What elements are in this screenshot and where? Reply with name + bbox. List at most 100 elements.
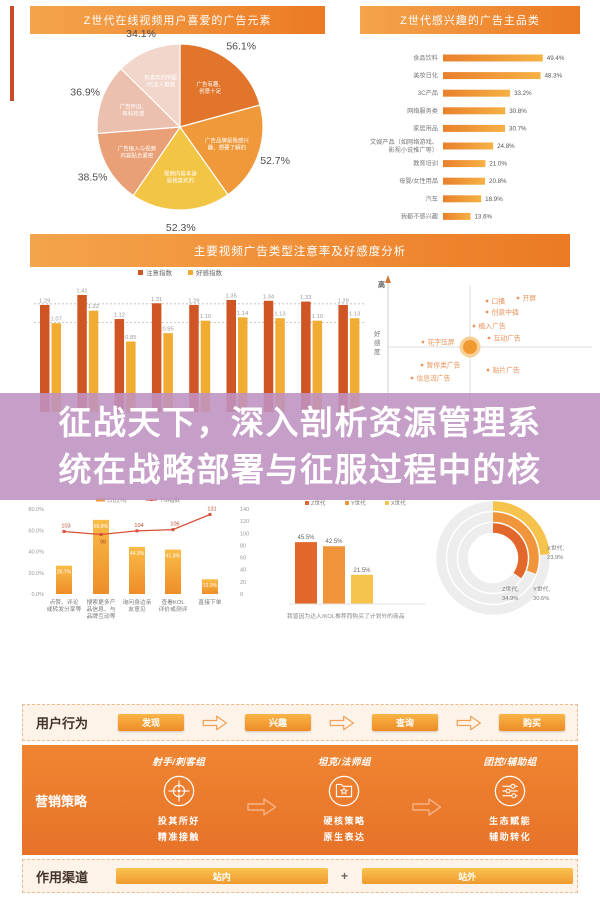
value-label: 1.31 (151, 297, 162, 303)
arrow-right-icon (246, 798, 276, 816)
marketing-group-line: 精准接触 (157, 832, 200, 842)
category-label: 点赞、评论 (50, 598, 79, 606)
arrow-right-icon (412, 798, 442, 816)
category-label: 汽车 (426, 195, 438, 203)
donut-label: X世代, (547, 544, 564, 552)
donut-arc (492, 523, 528, 579)
donut-chart: X世代, 23.9% Y世代, 30.6% Z世代, 34.9% (436, 501, 564, 615)
right-tick: 100 (240, 531, 249, 537)
category-label: 品牌互动等 (87, 612, 116, 620)
pie-slice-label: 趣、想要了解的 (208, 143, 247, 151)
scatter-point (486, 368, 490, 372)
value-label: 1.10 (200, 314, 211, 320)
marketing-groups: 射手/刺客组 投其所好 精准接触 坦克/法师组 硬核策略 原生表达 团控/辅助组 生态赋能 辅助… (111, 754, 578, 846)
pie-slice-label: 有喜欢的明星 (144, 74, 178, 82)
left-tick: 40.0% (28, 550, 44, 556)
bar (301, 301, 311, 412)
plus-sign: + (340, 869, 348, 883)
scatter-point (420, 363, 424, 367)
y-axis-title: 好 (374, 329, 381, 338)
marketing-group: 射手/刺客组 投其所好 精准接触 (123, 754, 235, 846)
category-label: 美妆日化 (413, 72, 438, 80)
left-tick: 80.0% (28, 507, 44, 513)
bar (338, 304, 348, 412)
marketing-group: 坦克/法师组 硬核策略 原生表达 (288, 754, 400, 846)
category-label: 询问身边亲 (123, 598, 152, 606)
bar (200, 320, 211, 412)
banner-top-left-title: Z世代在线视频用户喜爱的广告元素 (83, 15, 272, 27)
legend-label: Z世代 (311, 499, 326, 507)
donut-arc (492, 501, 550, 555)
scatter-point (485, 299, 489, 303)
line-value-label: 106 (170, 522, 179, 528)
scatter-label: 开屏 (523, 294, 537, 302)
line-marker (208, 512, 212, 516)
flow-step-pill: 查询 (372, 714, 438, 731)
line-value-label: 104 (134, 523, 143, 529)
pie-value-label: 52.3% (166, 222, 196, 234)
legend-swatch (345, 501, 349, 505)
bar (312, 320, 323, 412)
flow-arrow (202, 715, 228, 731)
line-value-label: 103 (61, 523, 70, 529)
banner-middle: 主要视频广告类型注意率及好感度分析 (30, 234, 570, 267)
channels-items: 站内 + 站外 (112, 868, 577, 884)
bar (189, 304, 199, 412)
value-label: 20.8% (489, 178, 507, 185)
donut-label: Y世代, (533, 585, 550, 593)
bar-value-label: 13.9% (203, 583, 218, 589)
pie-slice (179, 43, 261, 128)
title-line-2: 统在战略部署与征服过程中的核 (58, 450, 542, 488)
left-tick: 0.0% (31, 592, 44, 598)
bar-value-label: 26.7% (57, 570, 72, 576)
pie-slice-label: 有科技感 (122, 109, 145, 117)
value-label: 1.12 (114, 313, 125, 319)
bar (93, 519, 109, 594)
bar (56, 565, 72, 594)
category-label: 文娱产品（如网络游戏、 (370, 138, 438, 146)
channel-bar: 站内 (116, 868, 328, 884)
marketing-group: 团控/辅助组 生态赋能 辅助转化 (454, 754, 566, 846)
category-label: 母婴/女性用品 (399, 177, 438, 185)
donut-label: 23.9% (547, 555, 563, 561)
bar (443, 124, 506, 132)
left-tick: 60.0% (28, 528, 44, 534)
value-label: 1.29 (337, 298, 348, 304)
pie-slice-label: 视频内容本身 (164, 169, 198, 177)
bar (238, 317, 248, 412)
pie-slice (132, 125, 229, 211)
bar (443, 89, 511, 97)
scatter-label: 口播 (492, 296, 506, 305)
flow-arrow (456, 715, 482, 731)
scatter-label: 贴片广告 (493, 365, 520, 374)
line-marker (135, 529, 139, 533)
bar (443, 160, 486, 168)
pie-slice-label: 创意十足 (199, 87, 222, 95)
bar (443, 195, 482, 203)
value-label: 45.5% (297, 535, 315, 541)
channels-label: 作用渠道 (36, 869, 89, 885)
value-label: 1.33 (300, 295, 311, 301)
pie-slice-label: 广告植入与视频 (118, 144, 157, 152)
value-label: 1.10 (312, 314, 323, 320)
bar (202, 579, 218, 594)
legend-label: TGI指数 (160, 496, 181, 504)
value-label: 18.9% (485, 196, 503, 203)
flow-step-pill: 兴趣 (245, 714, 311, 731)
value-label: 13.6% (474, 213, 492, 220)
title-overlay: 征战天下，深入剖析资源管理系 统在战略部署与征服过程中的核 (0, 393, 600, 500)
folder-star-icon (329, 775, 360, 807)
scatter-label: 暂停类广告 (427, 360, 461, 369)
pie-slice-label: 广告怀旧、 (119, 102, 147, 110)
arrow-right-icon (329, 715, 354, 730)
donut-label: 34.9% (502, 596, 518, 602)
value-label: 1.35 (226, 293, 237, 299)
bar (77, 294, 87, 412)
user-behavior-row: 用户行为 发现 兴趣 查询 购买 (22, 704, 578, 741)
bar (443, 177, 486, 185)
bar (226, 299, 236, 412)
bar-value-label: 44.3% (130, 551, 145, 557)
bar (263, 300, 274, 412)
value-label: 1.13 (349, 312, 360, 318)
value-label: 24.8% (497, 143, 515, 150)
